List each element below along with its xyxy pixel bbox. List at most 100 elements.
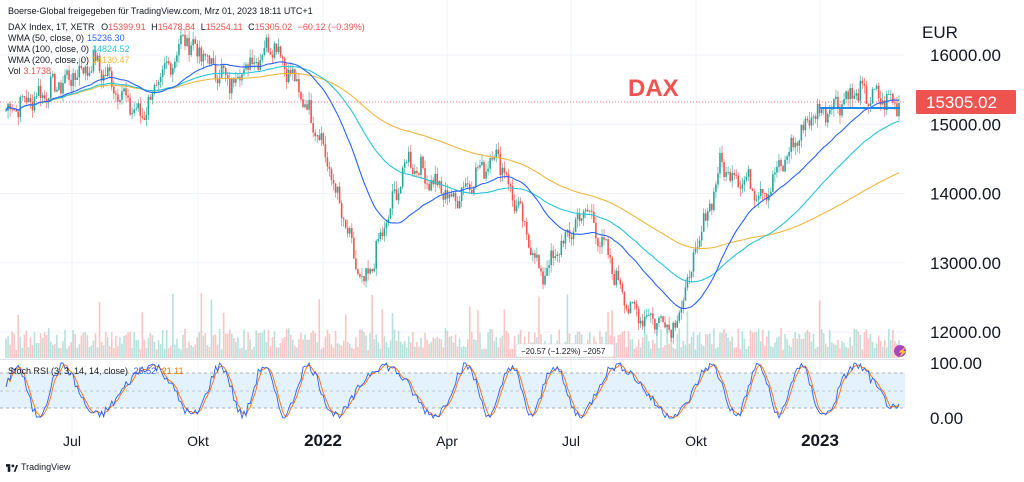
volume-bar xyxy=(163,348,166,358)
candle-body xyxy=(208,55,211,64)
candle-body xyxy=(88,72,91,76)
legend-wma200[interactable]: WMA (200, close, 0) 14130.47 xyxy=(8,55,130,65)
volume-bar xyxy=(355,337,357,358)
candle-body xyxy=(31,102,34,111)
candle-body xyxy=(546,267,548,276)
volume-bar xyxy=(271,337,274,358)
volume-bar xyxy=(139,349,142,358)
high-value: 15478.84 xyxy=(157,22,196,32)
lightning-icon[interactable] xyxy=(894,345,906,357)
volume-bar xyxy=(749,329,752,358)
candle-body xyxy=(308,100,310,110)
candle-body xyxy=(161,69,164,77)
volume-bar xyxy=(743,338,746,358)
candle-body xyxy=(485,171,487,179)
close-value: 15305.02 xyxy=(254,22,293,32)
volume-bar xyxy=(672,347,674,358)
candle-body xyxy=(273,43,276,58)
candle-body xyxy=(564,232,567,244)
candle-body xyxy=(741,184,744,189)
candle-body xyxy=(495,149,498,158)
candle-body xyxy=(94,50,97,61)
candle-body xyxy=(37,86,40,96)
legend-wma50[interactable]: WMA (50, close, 0) 15236.30 xyxy=(8,33,125,43)
candle-body xyxy=(424,168,426,184)
candle-body xyxy=(389,208,392,219)
candle-body xyxy=(312,123,314,133)
volume-bar xyxy=(302,339,304,358)
volume-bar xyxy=(342,340,345,358)
volume-bar xyxy=(314,332,316,358)
volume-bar xyxy=(753,332,756,358)
volume-bar xyxy=(115,335,117,358)
candle-body xyxy=(119,99,121,102)
volume-bar xyxy=(627,331,630,358)
candle-body xyxy=(662,316,664,323)
volume-bar xyxy=(460,347,463,358)
candle-body xyxy=(723,162,725,177)
candle-body xyxy=(35,95,38,97)
pane-separator[interactable] xyxy=(0,359,905,360)
legend-volume[interactable]: Vol 3.1738 xyxy=(8,66,52,76)
candle-body xyxy=(186,38,188,47)
candle-body xyxy=(530,247,532,256)
volume-bar xyxy=(430,341,432,358)
candle-body xyxy=(855,93,858,96)
candle-body xyxy=(493,157,495,160)
volume-bar xyxy=(475,340,477,358)
candle-body xyxy=(330,168,333,180)
volume-bar xyxy=(82,332,85,358)
volume-bar xyxy=(820,328,823,358)
candle-body xyxy=(292,69,294,75)
volume-bar xyxy=(332,347,335,358)
volume-bar xyxy=(220,349,223,358)
volume-bar xyxy=(487,332,489,358)
volume-bar xyxy=(694,349,697,358)
candle-body xyxy=(597,238,599,247)
candle-body xyxy=(515,205,518,212)
legend-wma100[interactable]: WMA (100, close, 0) 14824.52 xyxy=(8,44,130,54)
volume-bar xyxy=(231,333,233,358)
volume-bar xyxy=(226,333,229,358)
candle-body xyxy=(690,271,693,278)
candle-body xyxy=(729,171,731,181)
volume-bar xyxy=(70,342,72,358)
candle-body xyxy=(123,88,125,92)
candle-body xyxy=(294,69,296,82)
candle-body xyxy=(725,172,727,177)
volume-bar xyxy=(462,346,465,358)
volume-bar xyxy=(379,348,382,358)
candle-body xyxy=(658,317,660,324)
candle-body xyxy=(702,213,705,232)
legend-stoch-rsi[interactable]: Stoch RSI (3, 3, 14, 14, close) 25.52 21… xyxy=(8,366,184,376)
candle-body xyxy=(412,167,414,174)
candle-body xyxy=(735,175,738,176)
volume-bar xyxy=(806,329,809,358)
volume-bar xyxy=(652,339,654,358)
volume-bar xyxy=(416,342,418,358)
candle-body xyxy=(39,86,42,98)
candle-body xyxy=(875,85,878,89)
volume-bar xyxy=(711,343,713,358)
volume-bar xyxy=(200,293,203,358)
volume-bar xyxy=(369,332,371,358)
symbol-name[interactable]: DAX Index, 1T, XETR xyxy=(8,22,95,32)
candle-body xyxy=(194,39,196,44)
candle-body xyxy=(574,219,577,232)
candle-body xyxy=(698,240,701,247)
candle-body xyxy=(102,74,105,81)
candle-body xyxy=(761,189,764,193)
tradingview-footer[interactable]: TradingView xyxy=(6,462,71,472)
candle-body xyxy=(521,203,524,222)
volume-bar xyxy=(751,332,754,358)
price-chart[interactable]: DAX EUR 16000.00 15000.00 14000.00 13000.00… xyxy=(0,0,1024,462)
volume-bar xyxy=(300,332,302,358)
volume-bar xyxy=(684,344,687,358)
volume-bar xyxy=(23,334,26,358)
candle-body xyxy=(434,173,437,185)
volume-bar xyxy=(318,299,321,358)
candle-body xyxy=(757,195,760,200)
volume-bar xyxy=(654,343,656,358)
candle-body xyxy=(436,173,439,186)
volume-bar xyxy=(21,347,24,358)
